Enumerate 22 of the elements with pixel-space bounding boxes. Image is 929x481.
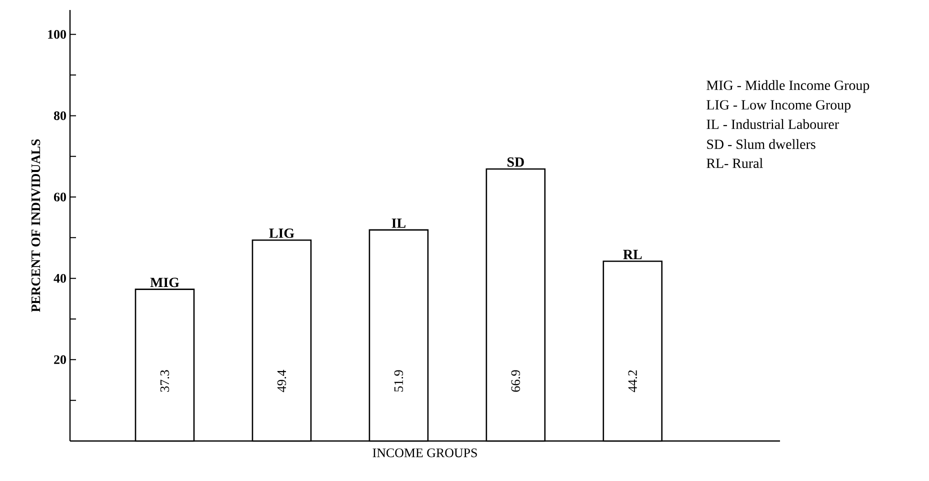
y-tick-label: 60 [54,192,66,202]
y-tick-label: 100 [48,30,66,39]
data-label: 49.4 [277,370,286,392]
y-tick-label: 40 [54,274,66,283]
data-label: 44.2 [628,370,638,392]
y-tick-label: 20 [54,355,66,364]
annotation: LIG - Low Income Group [706,100,851,112]
annotation: MIG - Middle Income Group [706,80,870,93]
data-label: 66.9 [511,370,520,392]
data-label: 51.9 [394,370,404,392]
annotation: IL - Industrial Labourer [706,119,839,130]
x-tick-label: RL [623,250,642,260]
data-label: 37.3 [160,370,170,392]
y-axis-title: PERCENT OF INDIVIDUALS [31,139,40,312]
y-tick-label: 80 [54,111,66,120]
x-tick-label: IL [392,218,406,228]
x-tick-label: LIG [269,228,294,238]
x-tick-label: SD [507,157,524,167]
annotation: SD - Slum dwellers [707,139,816,150]
x-tick-label: MIG [150,278,180,288]
x-axis-title: INCOME GROUPS [372,448,477,458]
annotation: RL- Rural [706,158,763,168]
